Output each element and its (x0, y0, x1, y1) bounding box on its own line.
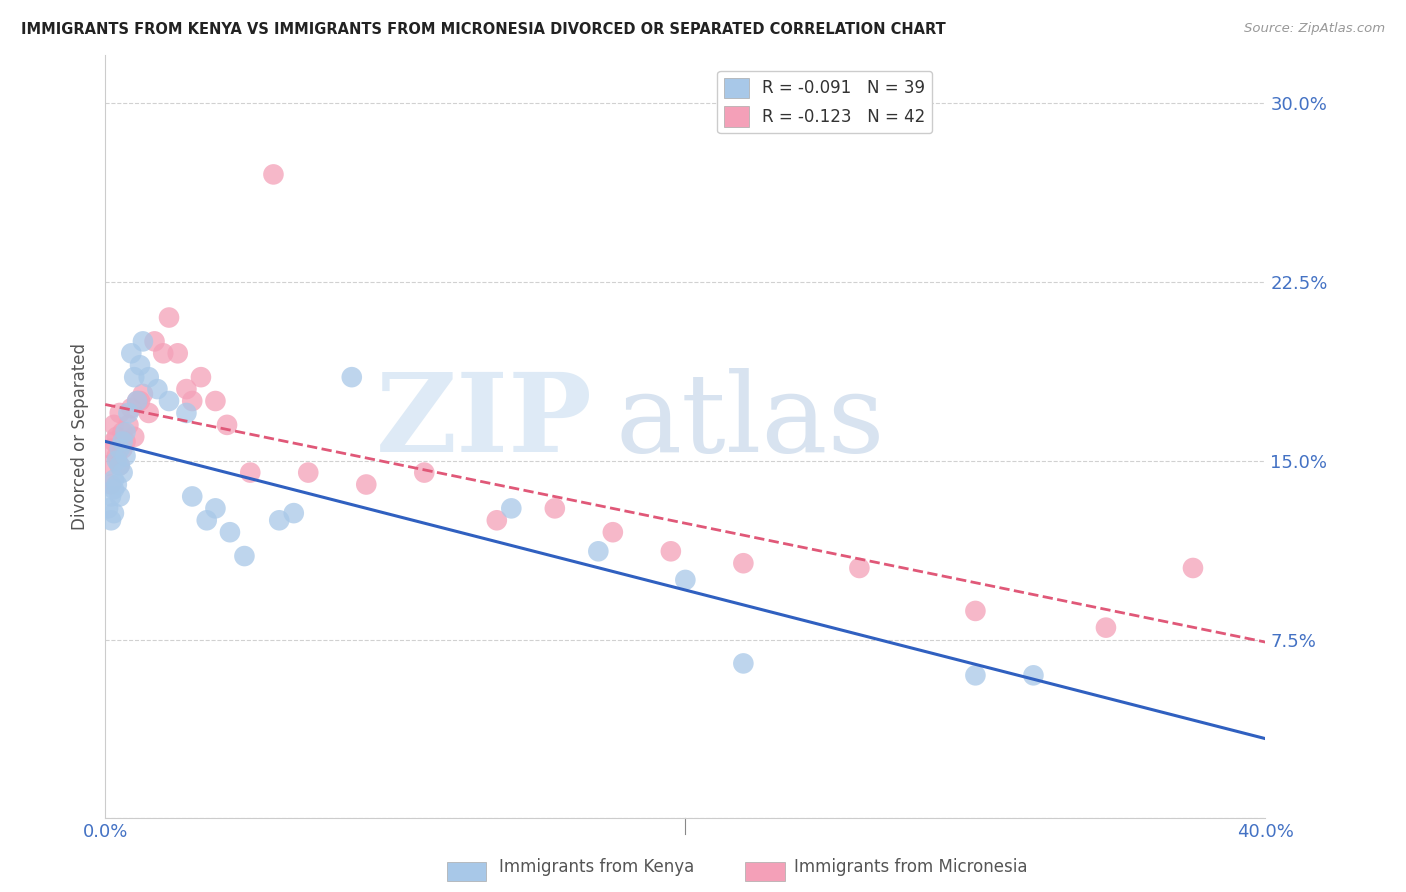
Point (100, 442, 122, 456)
Point (501, 501, 523, 516)
Point (181, 394, 204, 409)
Point (120, 346, 142, 360)
Point (485, 513, 508, 527)
Point (215, 417, 238, 432)
Point (103, 473, 125, 487)
Point (103, 434, 125, 449)
Point (262, 168, 284, 182)
Point (848, 561, 870, 575)
Text: Source: ZipAtlas.com: Source: ZipAtlas.com (1244, 22, 1385, 36)
Point (181, 490, 204, 504)
Point (356, 477, 378, 491)
Point (105, 449, 128, 463)
Point (117, 406, 139, 420)
Point (588, 544, 610, 558)
Point (105, 453, 128, 467)
Point (166, 346, 188, 360)
Point (108, 458, 131, 473)
Point (132, 387, 155, 401)
Point (673, 573, 696, 587)
Point (157, 310, 180, 325)
Point (152, 346, 174, 360)
Point (340, 370, 363, 384)
Point (413, 466, 436, 480)
Point (195, 513, 218, 527)
Point (233, 549, 256, 563)
Point (204, 501, 226, 516)
Point (176, 406, 198, 420)
Point (108, 458, 131, 473)
Point (1022, 668, 1045, 682)
Point (283, 506, 305, 520)
Text: Immigrants from Micronesia: Immigrants from Micronesia (794, 858, 1028, 876)
Text: ZIP: ZIP (375, 368, 592, 475)
Point (190, 370, 212, 384)
Y-axis label: Divorced or Separated: Divorced or Separated (72, 343, 89, 531)
Point (138, 370, 160, 384)
Point (602, 525, 624, 540)
Point (120, 401, 142, 416)
Point (97, 501, 120, 516)
Point (111, 425, 134, 439)
Point (127, 394, 149, 409)
Point (129, 394, 152, 409)
Point (544, 501, 567, 516)
Point (219, 525, 242, 540)
Legend: R = -0.091   N = 39, R = -0.123   N = 42: R = -0.091 N = 39, R = -0.123 N = 42 (717, 71, 932, 134)
Text: IMMIGRANTS FROM KENYA VS IMMIGRANTS FROM MICRONESIA DIVORCED OR SEPARATED CORREL: IMMIGRANTS FROM KENYA VS IMMIGRANTS FROM… (21, 22, 946, 37)
Point (733, 657, 755, 671)
Text: atlas: atlas (616, 368, 886, 475)
Point (117, 417, 139, 432)
Point (143, 334, 166, 349)
Point (108, 490, 131, 504)
Point (1181, 561, 1204, 575)
Text: Immigrants from Kenya: Immigrants from Kenya (499, 858, 695, 876)
Point (122, 430, 145, 444)
Point (965, 668, 987, 682)
Point (111, 442, 134, 456)
Point (297, 466, 319, 480)
Point (114, 434, 136, 449)
Point (105, 477, 128, 491)
Point (114, 449, 136, 463)
Point (108, 442, 131, 456)
Point (204, 394, 226, 409)
Point (138, 406, 160, 420)
Point (1095, 621, 1118, 635)
Point (132, 334, 155, 349)
Point (103, 506, 125, 520)
Point (103, 417, 125, 432)
Point (176, 382, 198, 396)
Point (733, 556, 755, 570)
Point (157, 394, 180, 409)
Point (103, 483, 125, 497)
Point (114, 425, 136, 439)
Point (269, 513, 291, 527)
Point (100, 477, 122, 491)
Point (965, 604, 987, 618)
Point (111, 466, 134, 480)
Point (108, 406, 131, 420)
Point (129, 358, 152, 372)
Point (100, 513, 122, 527)
Point (127, 394, 149, 409)
Point (146, 382, 169, 396)
Point (111, 434, 134, 449)
Point (122, 370, 145, 384)
Point (100, 490, 122, 504)
Point (659, 544, 682, 558)
Point (105, 430, 128, 444)
Point (97, 458, 120, 473)
Point (239, 466, 262, 480)
